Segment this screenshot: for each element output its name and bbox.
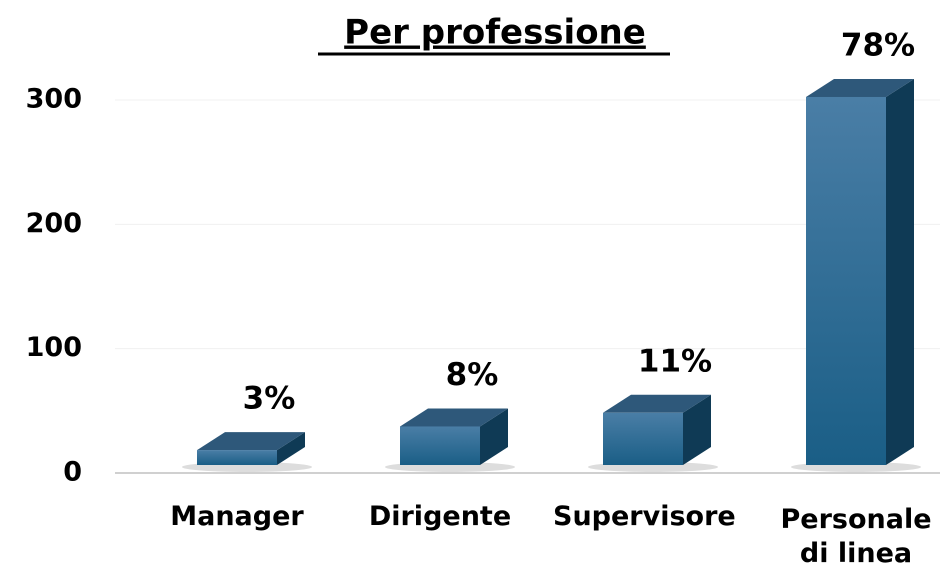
bar xyxy=(588,394,718,472)
bar-front xyxy=(603,412,683,465)
x-tick-label: Manager xyxy=(170,501,304,532)
y-tick-label: 200 xyxy=(26,208,82,239)
bar xyxy=(791,78,921,472)
chart-title: Per professione xyxy=(344,13,646,53)
data-label: 8% xyxy=(446,357,499,393)
bar-front xyxy=(806,96,886,466)
bar xyxy=(182,432,312,472)
y-tick-label: 0 xyxy=(63,457,82,488)
bar-top xyxy=(400,408,508,427)
bar-side xyxy=(886,78,914,466)
data-label: 11% xyxy=(638,343,712,379)
bar xyxy=(385,408,515,472)
bar-side xyxy=(683,394,711,465)
x-tick-label: Dirigente xyxy=(368,501,512,532)
bar-front xyxy=(197,450,277,465)
y-tick-label: 100 xyxy=(26,332,82,363)
bar-top xyxy=(806,78,914,97)
bar-top xyxy=(197,432,305,451)
data-label: 3% xyxy=(243,381,296,417)
bar-side xyxy=(277,432,305,465)
bar-side xyxy=(480,408,508,465)
bar-top xyxy=(603,394,711,413)
x-tick-label: Personale di linea xyxy=(780,504,932,569)
y-tick-label: 300 xyxy=(26,84,82,115)
data-label: 78% xyxy=(841,27,915,63)
bar-front xyxy=(400,426,480,465)
x-tick-label: Supervisore xyxy=(553,501,736,532)
